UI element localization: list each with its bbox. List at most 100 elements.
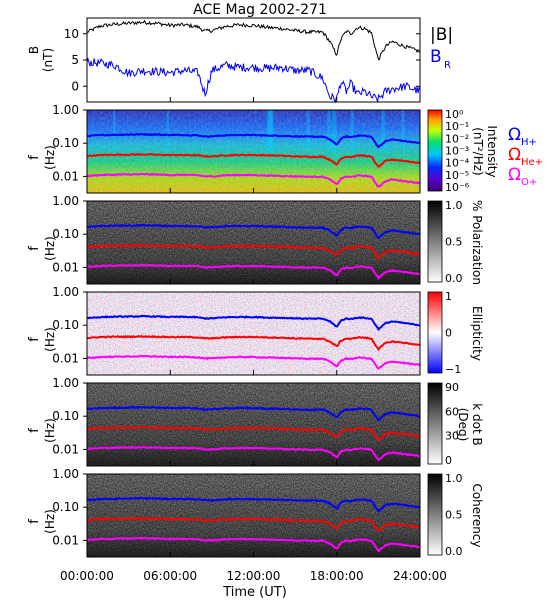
b-ytick-label: 10 (64, 27, 79, 41)
b-ytick-label: 5 (71, 53, 79, 67)
panel-intensity: 1.00 0.10 0.01 f (Hz) 10⁰10⁻¹10⁻²10⁻³10⁻⁴10⁻⁵… (27, 103, 499, 194)
colorbar-tick-label: 0.5 (445, 509, 463, 522)
colorbar-intensity (427, 109, 443, 192)
gyro-line-he (87, 243, 421, 260)
f-ytick-label: 0.10 (52, 318, 79, 332)
colorbar-tick-label: 10⁻⁶ (445, 181, 470, 194)
panel-b-bg (87, 18, 420, 102)
f-ytick-label: 0.01 (52, 351, 79, 365)
gyro-line-o (86, 172, 421, 188)
gyro-legend: Ω H+ Ω He+ Ω O+ (508, 125, 543, 188)
colorbar-unit: (Deg) (456, 408, 470, 442)
svg-text:H+: H+ (521, 137, 537, 148)
gyro-line-h (86, 132, 421, 149)
f-ytick-label: 1.00 (52, 103, 79, 117)
colorbar-k-dot-b (427, 382, 443, 465)
x-tick-label: 06:00:00 (143, 569, 197, 583)
colorbar-tick-label: 1 (445, 290, 452, 303)
f-yunit: (Hz) (43, 509, 57, 534)
f-ytick-label: 1.00 (52, 194, 79, 208)
colorbar-tick-label: 90 (445, 381, 459, 394)
f-ylabel: f (27, 155, 42, 160)
series-line-b-radial (86, 56, 421, 104)
colorbar-tick-label: 10⁻¹ (445, 120, 469, 133)
time-axis: 00:00:00 06:00:00 12:00:00 18:00:00 24:00:00 (60, 97, 447, 583)
x-tick-label: 00:00:00 (60, 569, 114, 583)
f-ytick-label: 1.00 (52, 376, 79, 390)
gyro-line-o (86, 354, 421, 370)
b-field-yaxis: 0 5 10 (64, 27, 420, 93)
colorbar-tick-label: 10⁻⁵ (445, 169, 469, 182)
svg-text:R: R (444, 60, 451, 71)
colorbar-label: k dot B (470, 403, 484, 445)
colorbar-tick-label: 10⁻⁴ (445, 157, 470, 170)
colorbar-tick-label: 0 (445, 327, 452, 340)
colorbar-coherency (427, 473, 443, 556)
f-ytick-label: 0.10 (52, 409, 79, 423)
gyro-line-he (86, 516, 421, 532)
colorbar-tick-label: 60 (445, 405, 459, 418)
gyro-line-h (86, 496, 420, 514)
legend-omega-he: Ω (508, 145, 521, 165)
colorbar-label: Coherency (470, 483, 484, 547)
gyro-line-o (86, 536, 420, 553)
f-ytick-label: 0.10 (52, 500, 79, 514)
colorbar-tick-label: 10⁻² (445, 132, 469, 145)
panel-b-field: 0 5 10 B (nT) |B| B R (27, 17, 453, 104)
f-ytick-label: 0.01 (52, 260, 79, 274)
f-ytick-label: 0.10 (52, 227, 79, 241)
panel-ellipticity: 1.00 0.10 0.01 f (Hz) 1 0 −1 Ellipticity (27, 285, 484, 376)
x-tick-label: 18:00:00 (310, 569, 364, 583)
gyro-line-he (86, 334, 421, 352)
x-tick-label: 12:00:00 (227, 569, 281, 583)
colorbar-tick-label: 0.0 (445, 545, 463, 558)
f-ylabel: f (27, 519, 42, 524)
svg-text:O+: O+ (521, 177, 537, 188)
b-ylabel: B (27, 46, 41, 54)
f-ytick-label: 0.10 (52, 136, 79, 150)
colorbar-tick-label: 0.0 (445, 272, 463, 285)
f-yunit: (Hz) (43, 236, 57, 261)
colorbar-tick-label: 30 (445, 430, 459, 443)
f-ytick-label: 0.01 (52, 442, 79, 456)
panel-k-dot-b: 1.00 0.10 0.01 f (Hz) 90 60 30 0 k dot B(Deg) (27, 376, 484, 467)
colorbar-polarization (427, 200, 443, 283)
gyro-line-he (86, 153, 421, 168)
colorbar-tick-label: 0.5 (445, 236, 463, 249)
f-yunit: (Hz) (43, 145, 57, 170)
x-axis-label: Time (UT) (222, 585, 287, 600)
panel-polarization: 1.00 0.10 0.01 f (Hz) 1.0 0.5 0.0 % Polarization (27, 194, 484, 285)
f-ylabel: f (27, 428, 42, 433)
colorbar-tick-label: 1.0 (445, 472, 463, 485)
gyro-line-h (86, 405, 421, 422)
b-ytick-label: 0 (71, 79, 79, 93)
colorbar-label: Ellipticity (470, 306, 484, 361)
f-ylabel: f (27, 337, 42, 342)
svg-text:B: B (430, 47, 442, 67)
legend-b-radial: B R (430, 47, 451, 71)
gyro-line-o (86, 445, 421, 462)
legend-omega-h: Ω (508, 125, 521, 145)
panel-coherency: 1.00 0.10 0.01 f (Hz) 1.0 0.5 0.0 Coherency (27, 467, 484, 558)
series-line-b-magnitude (86, 19, 421, 61)
f-ytick-label: 1.00 (52, 285, 79, 299)
colorbar-tick-label: 1.0 (445, 199, 463, 212)
colorbar-tick-label: 0 (445, 454, 452, 467)
legend-omega-o: Ω (508, 165, 521, 185)
colorbar-label: % Polarization (470, 200, 484, 285)
f-ytick-label: 0.01 (52, 533, 79, 547)
gyro-line-o (86, 263, 421, 280)
colorbar-tick-label: 10⁻³ (445, 145, 469, 158)
legend-b-magnitude: |B| (430, 25, 453, 45)
colorbar-label: Intensity (485, 125, 499, 177)
x-tick-label: 24:00:00 (393, 569, 447, 583)
chart-title: ACE Mag 2002-271 (193, 2, 327, 18)
colorbar-unit: (nT²/Hz) (471, 127, 485, 175)
svg-text:He+: He+ (521, 157, 543, 168)
gyro-line-h (86, 314, 421, 332)
colorbar-tick-label: −1 (445, 363, 461, 376)
b-yunit: (nT) (41, 48, 55, 72)
colorbar-ellipticity (427, 291, 443, 374)
gyro-line-h (86, 223, 421, 240)
